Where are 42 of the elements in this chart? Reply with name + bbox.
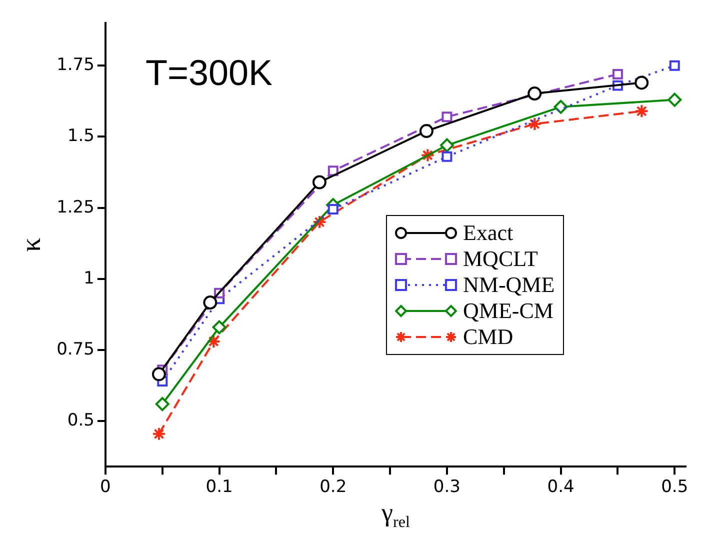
point — [634, 76, 649, 90]
point — [634, 104, 649, 118]
legend-label: MQCLT — [463, 246, 538, 272]
y-tick-label: 1.75 — [56, 55, 94, 76]
point — [212, 320, 226, 334]
point — [528, 116, 542, 131]
point — [312, 175, 326, 190]
y-tick-label: 1 — [84, 268, 94, 288]
legend-label: QME-CM — [463, 298, 554, 324]
point — [328, 204, 338, 214]
point — [668, 92, 682, 107]
point — [669, 60, 680, 71]
legend-label: CMD — [463, 324, 514, 350]
y-tick-label: 0.75 — [56, 339, 94, 360]
x-tick-label: 0 — [100, 477, 111, 498]
point — [419, 124, 434, 138]
y-tick-label: 1.25 — [56, 197, 94, 218]
x-tick-label: 0.4 — [547, 477, 574, 498]
annotation: T=300K — [145, 52, 273, 93]
legend-label: Exact — [463, 220, 514, 246]
x-tick-label: 0.3 — [433, 477, 460, 498]
point — [206, 334, 221, 348]
point — [155, 397, 170, 412]
point — [612, 68, 623, 80]
point — [554, 100, 568, 114]
x-tick-label: 0.2 — [320, 477, 347, 498]
point — [203, 296, 218, 310]
point — [152, 367, 166, 382]
point — [152, 426, 166, 441]
y-tick-label: 1.5 — [67, 126, 94, 146]
y-axis-title: κ — [16, 238, 48, 252]
x-tick-label: 0.1 — [206, 477, 233, 498]
y-tick-label: 0.5 — [67, 410, 94, 431]
point — [312, 215, 326, 230]
point — [328, 166, 338, 176]
point — [440, 138, 454, 152]
legend-label: NM-QME — [463, 272, 555, 298]
point — [442, 112, 452, 122]
point — [442, 151, 452, 162]
point — [528, 86, 542, 101]
x-tick-label: 0.5 — [661, 477, 688, 498]
point — [420, 148, 435, 162]
